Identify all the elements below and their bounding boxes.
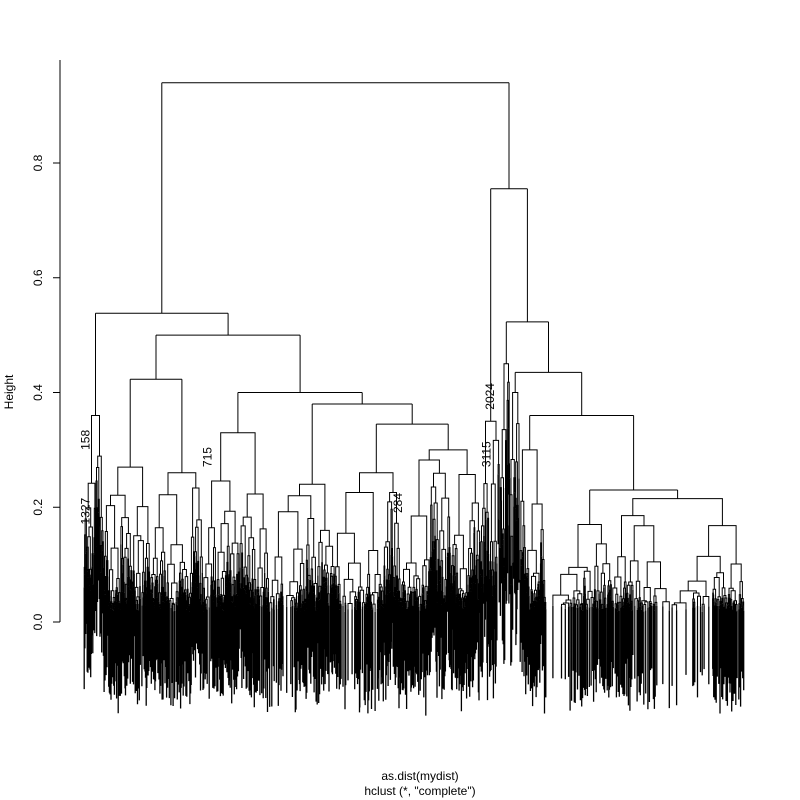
y-tick-label: 0.2 <box>31 499 45 516</box>
y-tick-label: 0.0 <box>31 613 45 630</box>
leaf-label: 2024 <box>483 383 497 410</box>
leaf-label: 3115 <box>480 441 494 467</box>
dendrogram-tree <box>83 82 745 716</box>
y-tick-label: 0.4 <box>31 384 45 401</box>
dendrogram-branches <box>83 82 745 612</box>
x-axis-label: as.dist(mydist) <box>381 769 458 783</box>
leaf-labels: 2024 3115 715 284 1327 158 <box>78 383 497 525</box>
leaf-label: 158 <box>78 430 92 450</box>
y-axis: 0.0 0.2 0.4 0.6 0.8 <box>31 60 61 630</box>
chart-subtitle: hclust (*, "complete") <box>364 784 475 798</box>
dendrogram-leaves <box>83 428 745 716</box>
y-axis-label: Height <box>2 374 16 409</box>
leaf-label: 715 <box>200 447 214 467</box>
leaf-label: 1327 <box>78 497 92 524</box>
leaf-label: 284 <box>391 493 405 513</box>
y-tick-label: 0.8 <box>31 154 45 171</box>
y-tick-label: 0.6 <box>31 269 45 286</box>
